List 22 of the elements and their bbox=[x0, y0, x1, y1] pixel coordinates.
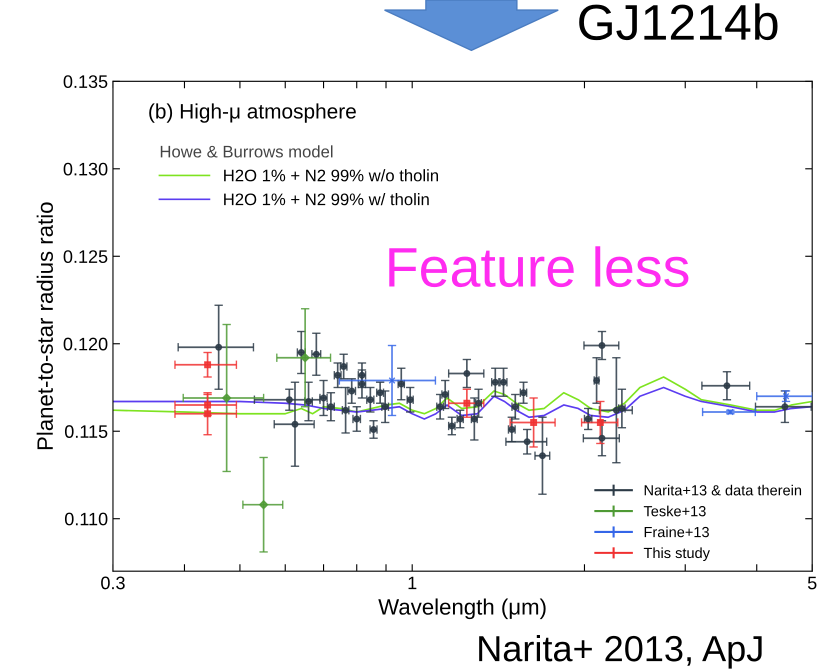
y-tick-label: 0.135 bbox=[64, 75, 108, 88]
y-tick-label: 0.115 bbox=[64, 425, 108, 438]
legend-label: This study bbox=[644, 547, 710, 561]
legend-label: Narita+13 & data therein bbox=[644, 484, 802, 496]
legend-title: Howe & Burrows model bbox=[160, 145, 332, 158]
x-tick-label: 5 bbox=[808, 576, 816, 590]
legend-label: H2O 1% + N2 99% w/ tholin bbox=[224, 193, 429, 206]
legend-label: Teske+13 bbox=[644, 506, 706, 516]
y-tick-label: 0.120 bbox=[64, 338, 108, 350]
y-tick-label: 0.125 bbox=[64, 250, 108, 263]
x-tick-label: 0.3 bbox=[101, 576, 125, 590]
annotation: Feature less bbox=[389, 246, 688, 288]
y-tick-label: 0.110 bbox=[64, 512, 108, 526]
legend-label: Fraine+13 bbox=[644, 526, 709, 538]
y-axis-title: Planet-to-star radius ratio bbox=[36, 202, 53, 450]
text: Narita+ 2013, ApJ bbox=[479, 634, 762, 669]
x-tick-label: 1 bbox=[408, 576, 416, 590]
y-tick-label: 0.130 bbox=[64, 162, 108, 176]
x-axis-title: Wavelength (μm) bbox=[378, 598, 546, 620]
text: (b) High-μ atmosphere bbox=[149, 103, 356, 123]
text: GJ1214b bbox=[579, 3, 778, 40]
legend-label: H2O 1% + N2 99% w/o tholin bbox=[224, 169, 438, 182]
